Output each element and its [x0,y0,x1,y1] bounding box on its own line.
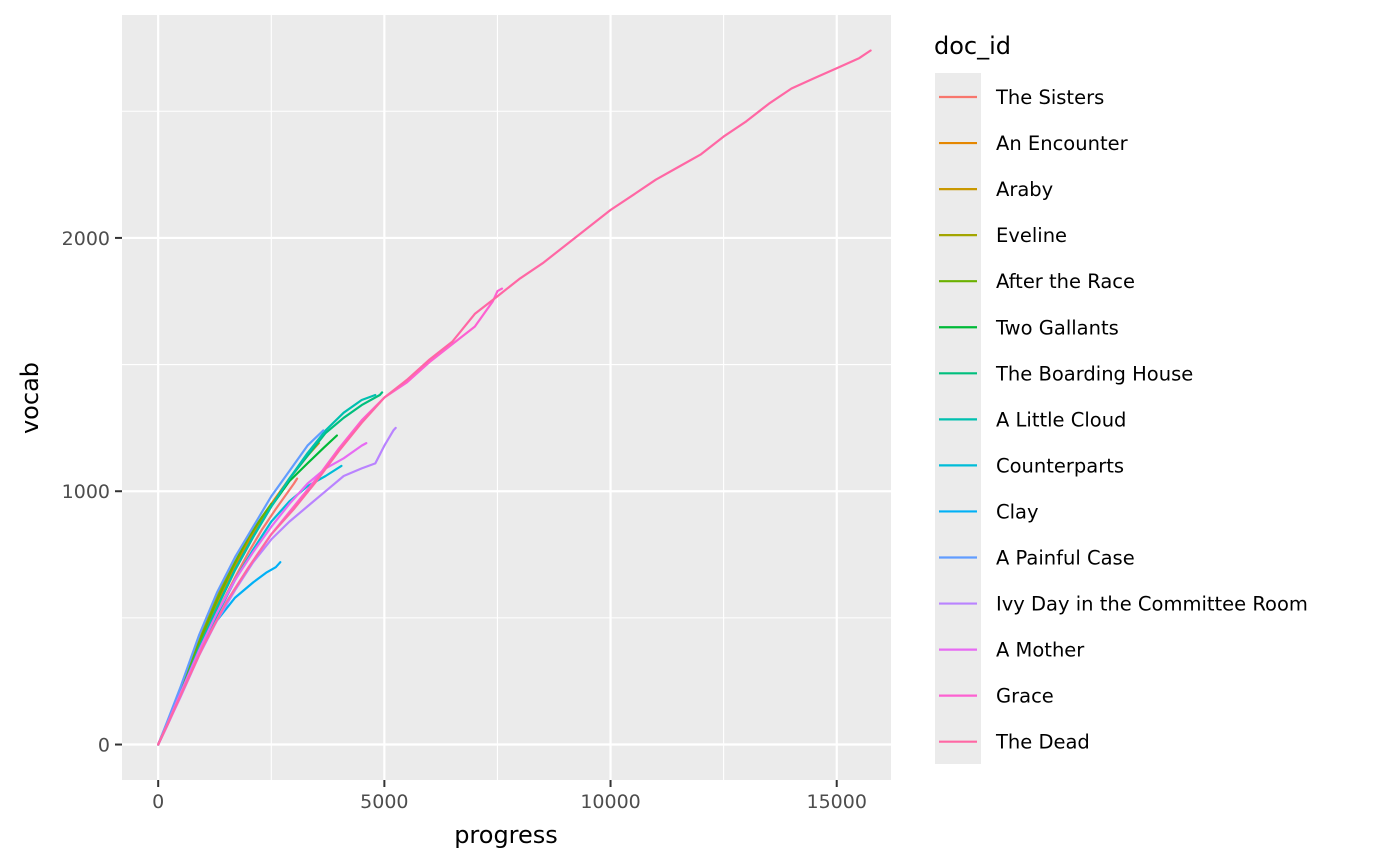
legend-label: A Painful Case [996,547,1135,570]
legend: doc_id The Sisters An Encounter Araby Eveli… [934,32,1308,764]
series-line [157,429,325,746]
legend-label: A Little Cloud [996,408,1126,431]
y-tick-label: 0 [98,735,110,757]
series-line [157,49,872,746]
panel-background [122,15,891,780]
x-axis-title: progress [454,821,558,849]
y-tick-label: 1000 [62,481,110,503]
legend-label: An Encounter [996,132,1129,155]
legend-label: Eveline [996,224,1067,247]
legend-label: The Sisters [995,86,1104,109]
legend-label: The Dead [995,731,1090,754]
x-axis: 0 5000 10000 15000 [152,780,867,813]
legend-label: Grace [996,685,1054,708]
legend-label: Clay [996,500,1039,523]
x-tick-label: 15000 [806,791,866,813]
y-axis: 0 1000 2000 [62,228,122,757]
legend-items: The Sisters An Encounter Araby Eveline After… [939,86,1308,754]
legend-label: After the Race [996,270,1135,293]
x-tick-label: 0 [152,791,164,813]
legend-label: The Boarding House [995,362,1193,385]
y-tick-label: 2000 [62,228,110,250]
x-tick-label: 10000 [580,791,640,813]
legend-label: Araby [996,178,1053,201]
series-line [157,442,368,746]
series-lines [157,49,872,746]
grid-major [122,15,891,780]
grid-minor [122,15,891,780]
legend-label: Ivy Day in the Committee Room [996,593,1308,616]
legend-label: A Mother [996,639,1085,662]
y-axis-title: vocab [16,362,44,434]
x-tick-label: 5000 [360,791,408,813]
legend-label: Two Gallants [995,316,1119,339]
legend-title: doc_id [934,32,1011,60]
legend-label: Counterparts [996,454,1124,477]
